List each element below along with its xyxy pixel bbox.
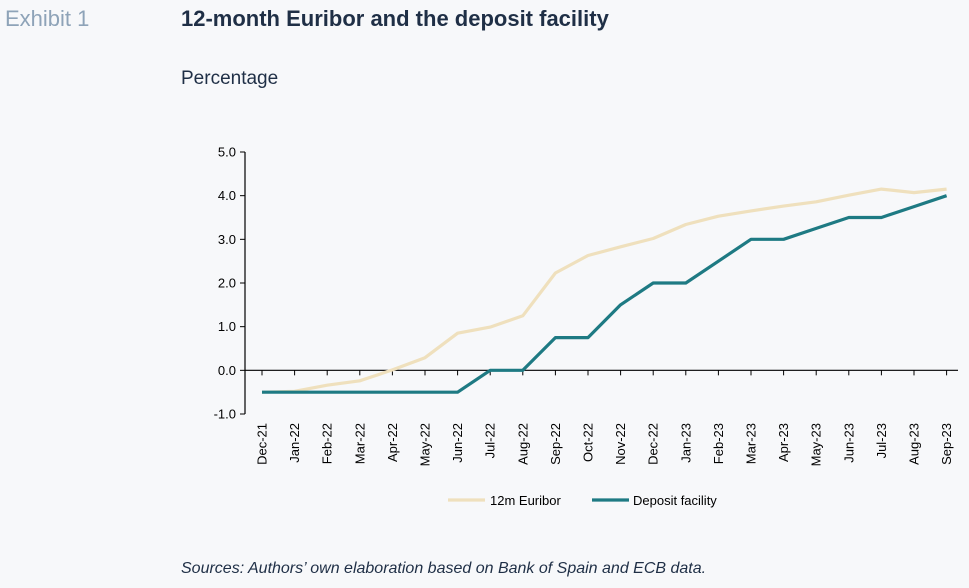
series-line [262, 194, 948, 394]
y-tick-label: 3.0 [218, 232, 236, 247]
x-tick-label: Dec-21 [255, 423, 270, 465]
x-tick-label: Jul-23 [874, 423, 889, 458]
x-tick-label: Mar-23 [744, 423, 759, 464]
x-tick-label: May-22 [418, 423, 433, 466]
chart-title: 12-month Euribor and the deposit facilit… [181, 6, 609, 31]
chart-subtitle: Percentage [181, 68, 279, 89]
x-tick-label: Jan-23 [678, 423, 693, 463]
x-tick-label: May-23 [809, 423, 824, 466]
x-tick-label: Apr-23 [776, 423, 791, 462]
x-tick-label: Dec-22 [646, 423, 661, 465]
x-tick-label: Sep-22 [548, 423, 563, 465]
y-tick-label: 0.0 [218, 363, 236, 378]
series-line [261, 187, 947, 394]
exhibit-label: Exhibit 1 [5, 6, 90, 31]
x-tick-label: Sep-23 [939, 423, 954, 465]
x-axis: Dec-21 Jan-22 Feb-22 Mar-22 Apr-22 May-22 Jun-… [245, 369, 958, 466]
x-tick-label: Apr-22 [385, 423, 400, 462]
x-tick-label: Aug-22 [515, 423, 530, 465]
y-axis: 5.0 4.0 3.0 2.0 1.0 0.0 -1.0 [214, 145, 246, 422]
x-tick-label: Oct-22 [581, 423, 596, 462]
x-tick-label: Jan-22 [287, 423, 302, 463]
y-tick-label: -1.0 [214, 407, 236, 422]
legend-label: 12m Euribor [490, 493, 561, 508]
x-tick-label: Mar-22 [352, 423, 367, 464]
y-tick-label: 2.0 [218, 276, 236, 291]
x-tick-label: Feb-22 [320, 423, 335, 464]
legend: 12m Euribor Deposit facility [448, 493, 717, 508]
x-tick-label: Jun-23 [841, 423, 856, 463]
legend-label: Deposit facility [633, 493, 717, 508]
x-tick-label: Aug-23 [907, 423, 922, 465]
y-tick-label: 1.0 [218, 319, 236, 334]
series-lines [261, 187, 948, 394]
y-tick-label: 5.0 [218, 145, 236, 160]
x-tick-label: Nov-22 [613, 423, 628, 465]
x-tick-label: Feb-23 [711, 423, 726, 464]
y-tick-label: 4.0 [218, 188, 236, 203]
source-note: Sources: Authors’ own elaboration based … [181, 560, 707, 577]
x-tick-label: Jun-22 [450, 423, 465, 463]
x-tick-label: Jul-22 [483, 423, 498, 458]
